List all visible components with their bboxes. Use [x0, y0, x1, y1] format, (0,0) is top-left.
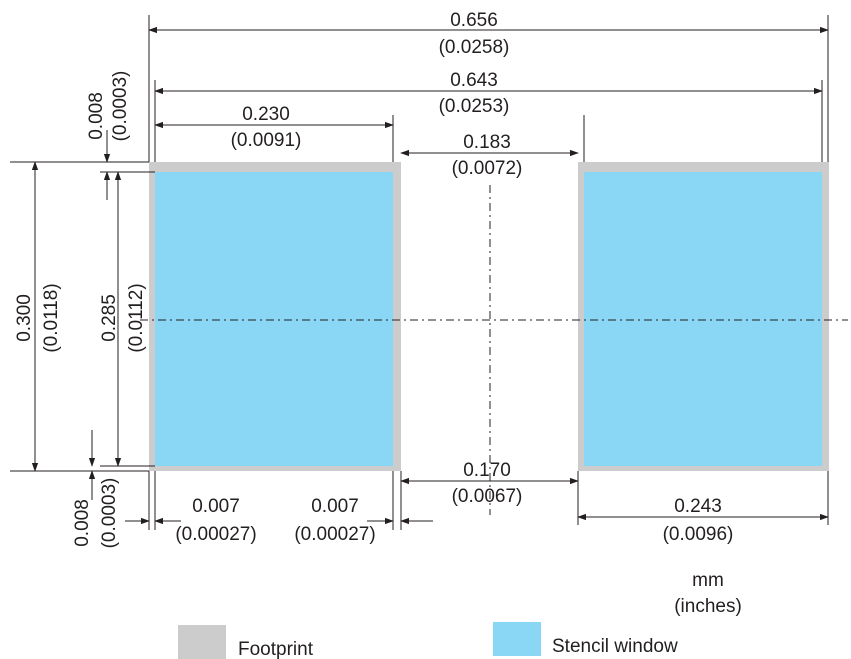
outer-width-in: (0.0253) [439, 96, 510, 117]
gap-top-in: (0.0072) [452, 158, 523, 179]
bottom-margin-in: (0.0003) [99, 478, 120, 549]
outer-width-mm: 0.643 [450, 70, 498, 91]
units-inches: (inches) [674, 596, 742, 617]
stencil-legend-label: Stencil window [552, 636, 678, 657]
gap-bottom-mm: 0.170 [463, 460, 511, 481]
units-mm: mm [692, 570, 724, 591]
bottom-margin-mm: 0.008 [72, 499, 93, 547]
overall-height-mm: 0.300 [14, 294, 35, 342]
top-margin-in: (0.0003) [110, 71, 131, 142]
gap-top-mm: 0.183 [463, 132, 511, 153]
overall-width-in: (0.0258) [439, 37, 510, 58]
right-inset-mm: 0.007 [311, 496, 359, 517]
right-window-in: (0.0096) [663, 524, 734, 545]
pad-width-in: (0.0091) [231, 130, 302, 151]
right-window-mm: 0.243 [674, 496, 722, 517]
left-inset-mm: 0.007 [192, 496, 240, 517]
overall-height-in: (0.0118) [41, 283, 62, 352]
top-margin-mm: 0.008 [86, 92, 107, 140]
left-stencil-window [155, 172, 393, 466]
right-stencil-window [584, 172, 822, 466]
margin-dimension-arrows [88, 130, 111, 500]
window-height-mm: 0.285 [99, 294, 120, 342]
right-inset-in: (0.00027) [294, 524, 375, 545]
footprint-legend-swatch [178, 625, 226, 659]
gap-bottom-in: (0.0067) [452, 486, 523, 507]
stencil-legend-swatch [493, 622, 541, 656]
pad-width-mm: 0.230 [242, 104, 290, 125]
footprint-legend-label: Footprint [238, 639, 314, 659]
overall-width-mm: 0.656 [450, 10, 498, 31]
window-height-in: (0.0112) [126, 283, 147, 352]
left-inset-in: (0.00027) [175, 524, 256, 545]
